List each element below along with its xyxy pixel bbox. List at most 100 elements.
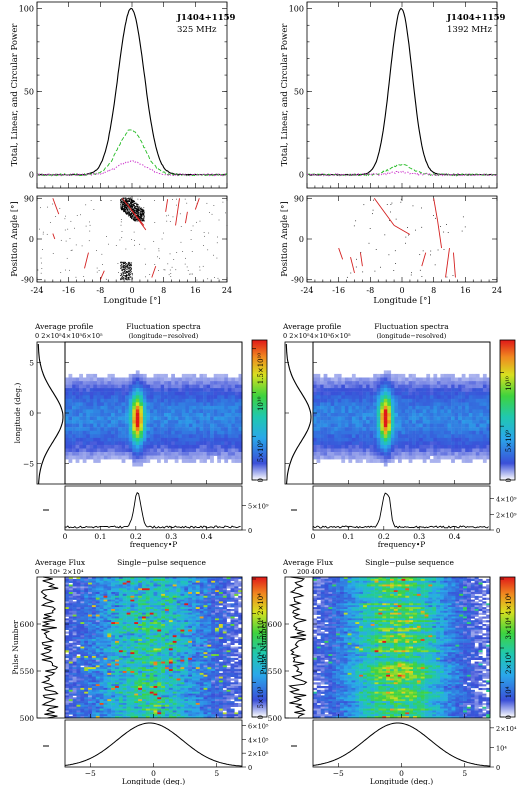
pulse-cell — [154, 583, 158, 585]
lrfs-cell — [426, 441, 430, 445]
lrfs-cell — [214, 395, 218, 399]
pa-fit — [422, 253, 426, 267]
lrfs-cell — [334, 438, 338, 442]
pulse-cell — [169, 585, 173, 587]
lrfs-cell — [320, 413, 324, 417]
pa-point — [128, 214, 129, 215]
lrfs-cell — [419, 445, 423, 449]
lrfs-cell — [462, 395, 466, 399]
lrfs-cell — [483, 424, 487, 428]
lrfs-cell — [108, 424, 112, 428]
lrfs-cell — [479, 413, 483, 417]
lrfs-cell — [370, 413, 374, 417]
lrfs-cell — [352, 431, 356, 435]
lrfs-cell — [423, 420, 427, 424]
lrfs-cell — [327, 445, 331, 449]
lrfs-cell — [203, 402, 207, 406]
lrfs-cell — [317, 456, 321, 460]
lrfs-cell — [455, 392, 459, 396]
lrfs-cell — [391, 452, 395, 456]
lrfs-cell — [185, 431, 189, 435]
lrfs-cell — [373, 378, 377, 382]
pa-point — [164, 269, 165, 270]
lrfs-cell — [221, 402, 225, 406]
pulse-cell — [169, 583, 173, 585]
lrfs-cell — [366, 392, 370, 396]
lrfs-cell — [370, 438, 374, 442]
lrfs-cell — [430, 378, 434, 382]
pa-point — [172, 199, 173, 200]
pa-point — [122, 266, 123, 267]
pulse-cell — [200, 613, 204, 615]
pulse-cell — [123, 588, 127, 590]
lrfs-cell — [430, 395, 434, 399]
lrfs-cell — [72, 395, 76, 399]
lrfs-cell — [125, 399, 129, 403]
lrfs-cell — [384, 459, 388, 463]
lrfs-cell — [132, 402, 136, 406]
lrfs-cell — [164, 374, 168, 378]
pulse-cell — [219, 617, 223, 619]
lrfs-cell — [430, 417, 434, 421]
lrfs-cell — [185, 445, 189, 449]
lrfs-cell — [189, 420, 193, 424]
lrfs-cell — [72, 424, 76, 428]
lrfs-cell — [90, 374, 94, 378]
lrfs-cell — [373, 420, 377, 424]
lrfs-cell — [146, 399, 150, 403]
pa-point — [130, 204, 131, 205]
lrfs-cell — [185, 406, 189, 410]
lrfs-cell — [387, 381, 391, 385]
pulse-cell — [127, 617, 131, 619]
lrfs-cell — [168, 420, 172, 424]
lrfs-cell — [313, 431, 317, 435]
lrfs-cell — [214, 374, 218, 378]
lrfs-cell — [334, 413, 338, 417]
lrfs-cell — [200, 431, 204, 435]
lrfs-cell — [221, 399, 225, 403]
pa-point — [123, 263, 124, 264]
lrfs-cell — [175, 431, 179, 435]
lrfs-cell — [154, 449, 158, 453]
pa-point — [65, 270, 66, 271]
pulse-cell — [215, 607, 219, 609]
lrfs-cell — [83, 438, 87, 442]
lrfs-cell — [440, 434, 444, 438]
lrfs-cell — [320, 395, 324, 399]
pa-point — [166, 216, 167, 217]
lrfs-cell — [217, 417, 221, 421]
lrfs-cell — [465, 417, 469, 421]
lrfs-cell — [317, 381, 321, 385]
lrfs-cell — [207, 385, 211, 389]
lrfs-cell — [338, 449, 342, 453]
lrfs-cell — [79, 424, 83, 428]
lrfs-cell — [72, 385, 76, 389]
lrfs-cell — [178, 434, 182, 438]
lrfs-cell — [423, 424, 427, 428]
pulse-cell — [130, 613, 134, 615]
pulse-cell — [231, 605, 235, 607]
pulse-cell — [65, 585, 69, 587]
lrfs-cell — [118, 381, 122, 385]
lrfs-cell — [334, 441, 338, 445]
lrfs-cell — [373, 392, 377, 396]
lrfs-cell — [345, 417, 349, 421]
lrfs-cell — [72, 441, 76, 445]
lrfs-cell — [366, 456, 370, 460]
pa-point — [120, 204, 121, 205]
pulse-cell — [77, 617, 81, 619]
lrfs-cell — [93, 456, 97, 460]
lrfs-cell — [419, 452, 423, 456]
lrfs-cell — [143, 452, 147, 456]
lrfs-cell — [451, 374, 455, 378]
lrfs-cell — [210, 413, 214, 417]
lrfs-cell — [366, 420, 370, 424]
lrfs-cell — [440, 420, 444, 424]
lrfs-cell — [118, 402, 122, 406]
lrfs-cell — [154, 427, 158, 431]
lrfs-cell — [458, 413, 462, 417]
pulse-cell — [127, 583, 131, 585]
pulse-cell — [123, 601, 127, 603]
lrfs-cell — [164, 413, 168, 417]
